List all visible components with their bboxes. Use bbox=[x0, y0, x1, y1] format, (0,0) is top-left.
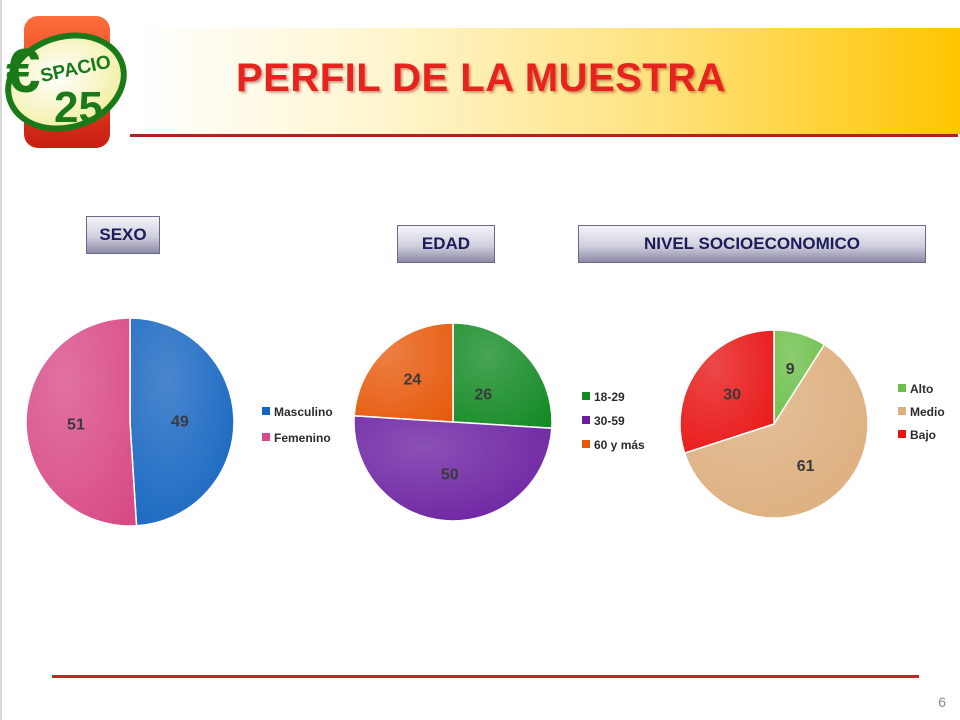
data-label-0-0: 49 bbox=[171, 413, 189, 430]
data-label-2-1: 61 bbox=[797, 458, 815, 475]
pie-slice-0-1 bbox=[25, 317, 138, 527]
legend-swatch-2-0 bbox=[898, 384, 906, 392]
legend-swatch-2-2 bbox=[898, 430, 906, 438]
chart-title-edad: EDAD bbox=[397, 225, 495, 263]
page-number: 6 bbox=[938, 694, 946, 710]
legend-swatch-0-1 bbox=[262, 433, 270, 441]
legend-swatch-2-1 bbox=[898, 407, 906, 415]
chart-title-nse: NIVEL SOCIOECONOMICO bbox=[578, 225, 926, 263]
data-label-2-2: 30 bbox=[723, 387, 741, 404]
pie-slice-2-1 bbox=[683, 343, 869, 519]
legend-swatch-1-0 bbox=[582, 392, 590, 400]
chart-title-sexo: SEXO bbox=[86, 216, 160, 254]
svg-text:€: € bbox=[6, 37, 40, 106]
legend-swatch-1-2 bbox=[582, 440, 590, 448]
pie-slice-1-1 bbox=[353, 414, 553, 522]
pie-slice-1-2 bbox=[353, 322, 454, 423]
legend-label-2-1: Medio bbox=[910, 405, 945, 419]
legend-swatch-1-1 bbox=[582, 416, 590, 424]
data-label-1-0: 26 bbox=[474, 387, 492, 404]
logo-text-bottom: 25 bbox=[54, 83, 103, 132]
page-title: PERFIL DE LA MUESTRA bbox=[236, 56, 727, 100]
legend-label-2-2: Bajo bbox=[910, 428, 936, 442]
slide-left-border bbox=[0, 0, 2, 720]
pie-slice-2-2 bbox=[679, 329, 775, 454]
data-label-1-1: 50 bbox=[441, 466, 459, 483]
data-label-1-2: 24 bbox=[403, 372, 421, 389]
legend-label-1-2: 60 y más bbox=[594, 438, 645, 452]
legend-swatch-0-0 bbox=[262, 407, 270, 415]
data-label-0-1: 51 bbox=[67, 417, 85, 434]
pie-slice-1-0 bbox=[452, 322, 553, 430]
legend-label-1-1: 30-59 bbox=[594, 414, 625, 428]
legend-label-1-0: 18-29 bbox=[594, 390, 625, 404]
footer-rule bbox=[52, 675, 919, 678]
legend-label-2-0: Alto bbox=[910, 382, 933, 396]
espacio-25-logo: € SPACIO 25 bbox=[5, 16, 127, 148]
legend-label-0-1: Femenino bbox=[274, 431, 331, 445]
header-rule bbox=[130, 134, 958, 137]
data-label-2-0: 9 bbox=[786, 361, 795, 378]
legend-label-0-0: Masculino bbox=[274, 405, 333, 419]
pie-slice-0-0 bbox=[129, 317, 235, 527]
header-band bbox=[130, 28, 960, 134]
